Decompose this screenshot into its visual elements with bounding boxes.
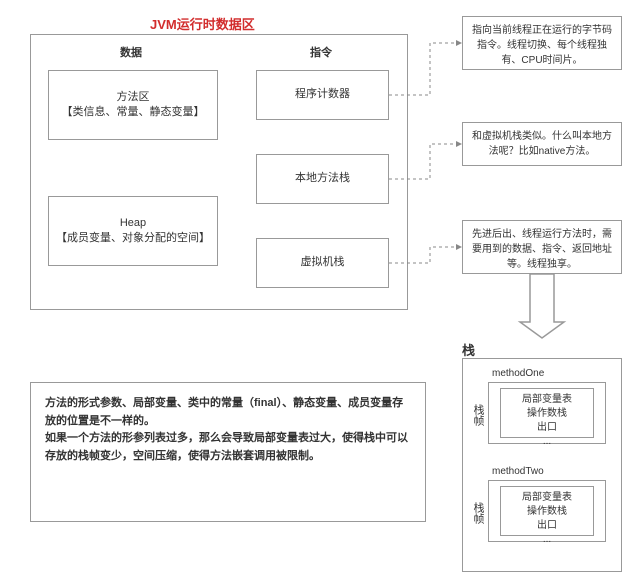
desc-pc: 指向当前线程正在运行的字节码指令。线程切换、每个线程独有、CPU时间片。 (462, 16, 622, 70)
note-line2: 如果一个方法的形参列表过多，那么会导致局部变量表过大，使得栈中可以存放的栈帧变少… (45, 430, 411, 465)
data-box-line2: 【类信息、常量、静态变量】 (62, 105, 205, 120)
desc-vm-stack: 先进后出、线程运行方法时，需要用到的数据、指令、返回地址等。线程独享。 (462, 220, 622, 274)
data-box-method-area: 方法区 【类信息、常量、静态变量】 (48, 70, 218, 140)
diagram-title: JVM运行时数据区 (150, 14, 255, 33)
data-box-line1: 方法区 (62, 90, 205, 105)
frame-inner: 局部变量表操作数栈出口... (500, 388, 594, 438)
data-box-line1: Heap (56, 216, 210, 231)
data-section-label: 数据 (120, 44, 142, 60)
frame-name: methodTwo (492, 466, 544, 477)
frame-label: 栈帧 (470, 502, 486, 524)
frame-inner: 局部变量表操作数栈出口... (500, 486, 594, 536)
instr-section-label: 指令 (310, 44, 332, 60)
frame-label: 栈帧 (470, 404, 486, 426)
note-line1: 方法的形式参数、局部变量、类中的常量（final）、静态变量、成员变量存放的位置… (45, 395, 411, 430)
note-box: 方法的形式参数、局部变量、类中的常量（final）、静态变量、成员变量存放的位置… (30, 382, 426, 522)
instr-box-vm-stack: 虚拟机栈 (256, 238, 389, 288)
data-box-line2: 【成员变量、对象分配的空间】 (56, 231, 210, 246)
data-box-heap: Heap 【成员变量、对象分配的空间】 (48, 196, 218, 266)
stack-title: 栈 (462, 340, 475, 359)
instr-box-native-stack: 本地方法栈 (256, 154, 389, 204)
frame-name: methodOne (492, 368, 544, 379)
instr-box-pc: 程序计数器 (256, 70, 389, 120)
desc-native-stack: 和虚拟机栈类似。什么叫本地方法呢？比如native方法。 (462, 122, 622, 166)
